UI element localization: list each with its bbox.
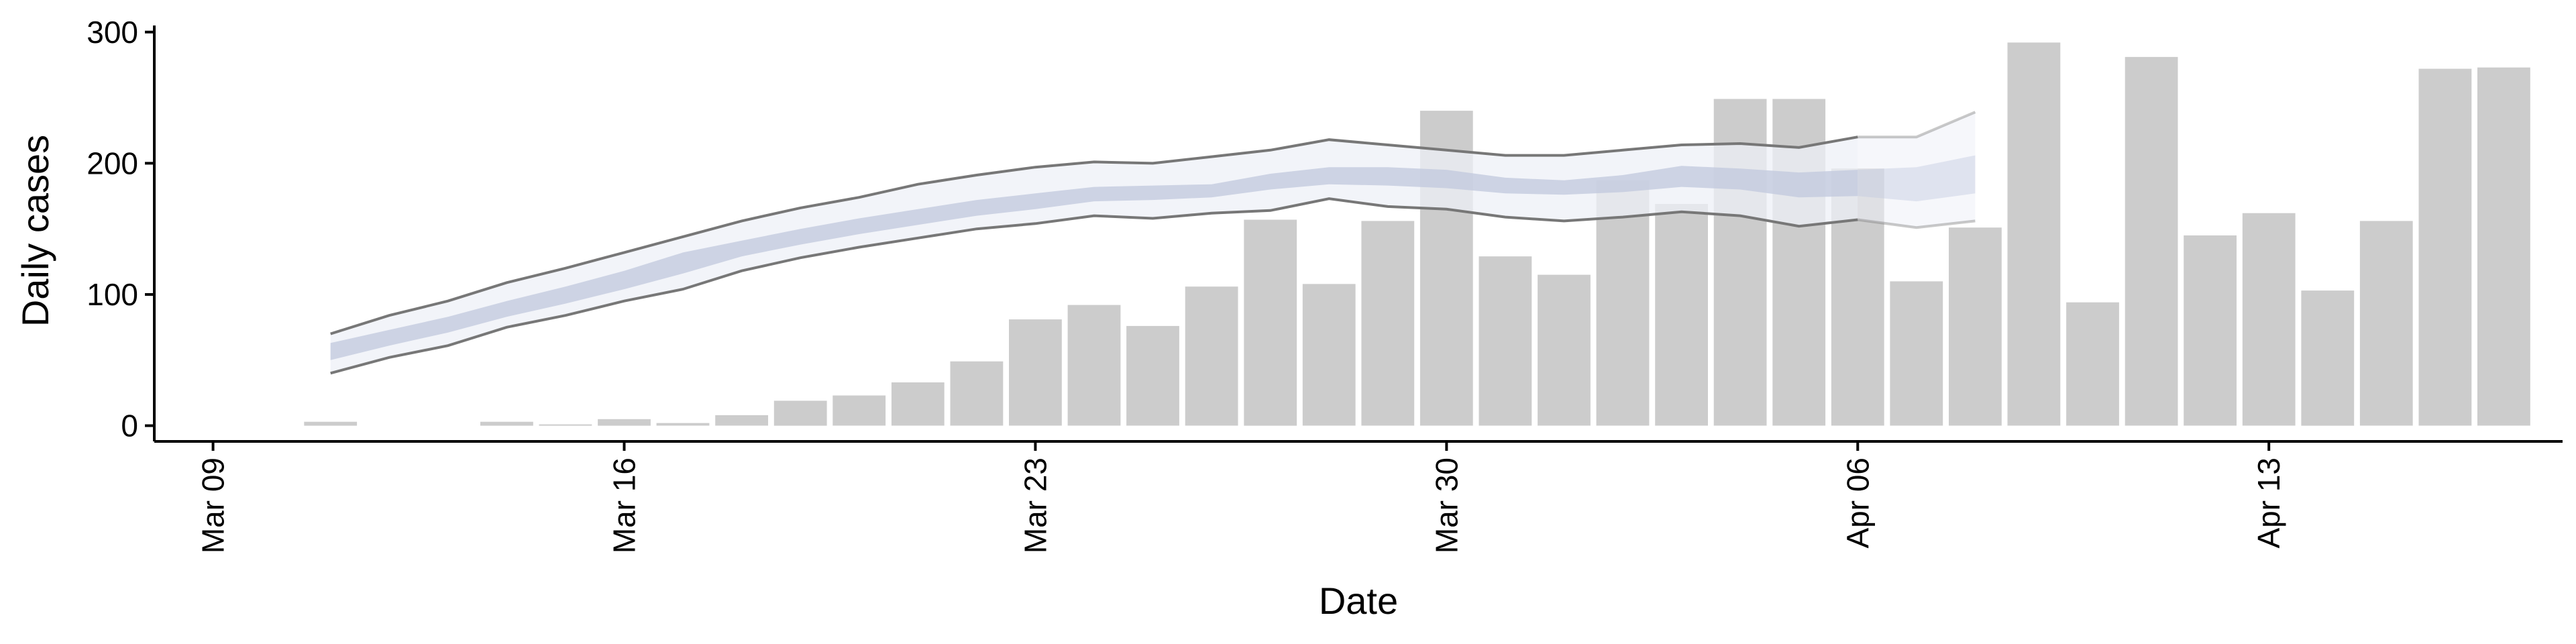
bar-2020-03-17 — [656, 423, 710, 426]
bar-2020-03-28 — [1302, 284, 1356, 426]
upper-bound-line — [330, 136, 1858, 335]
bar-2020-03-16 — [598, 419, 651, 426]
x-tick-label-2020-03-23: Mar 23 — [1018, 458, 1053, 553]
band-layer — [330, 111, 1976, 375]
bar-2020-03-27 — [1244, 219, 1297, 426]
bar-2020-03-24 — [1067, 305, 1121, 426]
bar-2020-04-02 — [1596, 180, 1650, 426]
bar-2020-03-14 — [480, 421, 533, 426]
bar-2020-03-26 — [1185, 286, 1238, 426]
bar-2020-03-22 — [950, 361, 1004, 426]
bar-2020-03-18 — [715, 415, 768, 426]
bar-2020-04-07 — [1890, 281, 1943, 426]
bar-2020-03-23 — [1009, 319, 1062, 426]
bar-2020-04-09 — [2007, 42, 2061, 426]
bar-2020-03-25 — [1126, 325, 1179, 426]
bar-2020-04-10 — [2066, 302, 2119, 426]
x-tick-label-2020-03-16: Mar 16 — [607, 458, 642, 553]
bar-2020-04-15 — [2359, 221, 2413, 426]
bar-2020-04-13 — [2242, 213, 2296, 426]
bar-2020-03-11 — [304, 421, 358, 426]
y-axis-title: Daily cases — [14, 135, 56, 327]
bar-2020-03-29 — [1361, 221, 1415, 426]
x-tick-label-2020-04-06: Apr 06 — [1840, 458, 1875, 549]
x-axis-title: Date — [1319, 580, 1398, 622]
y-tick-label-300: 300 — [87, 15, 138, 50]
bar-2020-04-14 — [2301, 290, 2355, 426]
y-tick-label-0: 0 — [121, 409, 138, 443]
lower-bound-line — [330, 197, 1858, 375]
y-tick-label-200: 200 — [87, 146, 138, 180]
bar-2020-04-12 — [2184, 235, 2237, 426]
bar-2020-03-21 — [891, 382, 945, 426]
bar-2020-04-01 — [1538, 274, 1591, 426]
x-tick-label-2020-03-09: Mar 09 — [196, 458, 231, 553]
bar-2020-04-03 — [1655, 204, 1708, 426]
x-tick-label-2020-03-30: Mar 30 — [1429, 458, 1464, 553]
bar-2020-04-16 — [2418, 68, 2472, 426]
bar-2020-04-11 — [2125, 56, 2178, 426]
y-axis: 0 100 200 300 — [87, 15, 156, 443]
bar-layer — [304, 42, 2530, 426]
inner-ribbon — [330, 166, 1858, 360]
outer-ribbon — [330, 137, 1858, 374]
bar-2020-03-15 — [539, 424, 592, 426]
bar-2020-03-19 — [773, 400, 827, 426]
x-axis: Mar 09 Mar 16 Mar 23 Mar 30 Apr 06 Apr 13 — [154, 440, 2563, 553]
inner-ribbon-projected — [1858, 155, 1976, 202]
bar-2020-03-20 — [833, 395, 886, 426]
lower-bound-line-projected — [1858, 218, 1976, 229]
bar-2020-03-31 — [1479, 256, 1532, 426]
bar-2020-04-08 — [1949, 227, 2002, 426]
bar-2020-04-17 — [2477, 67, 2530, 426]
y-tick-label-100: 100 — [87, 277, 138, 312]
x-tick-label-2020-04-13: Apr 13 — [2251, 458, 2286, 549]
upper-bound-line-projected — [1858, 111, 1976, 139]
outer-ribbon-projected — [1858, 112, 1976, 228]
